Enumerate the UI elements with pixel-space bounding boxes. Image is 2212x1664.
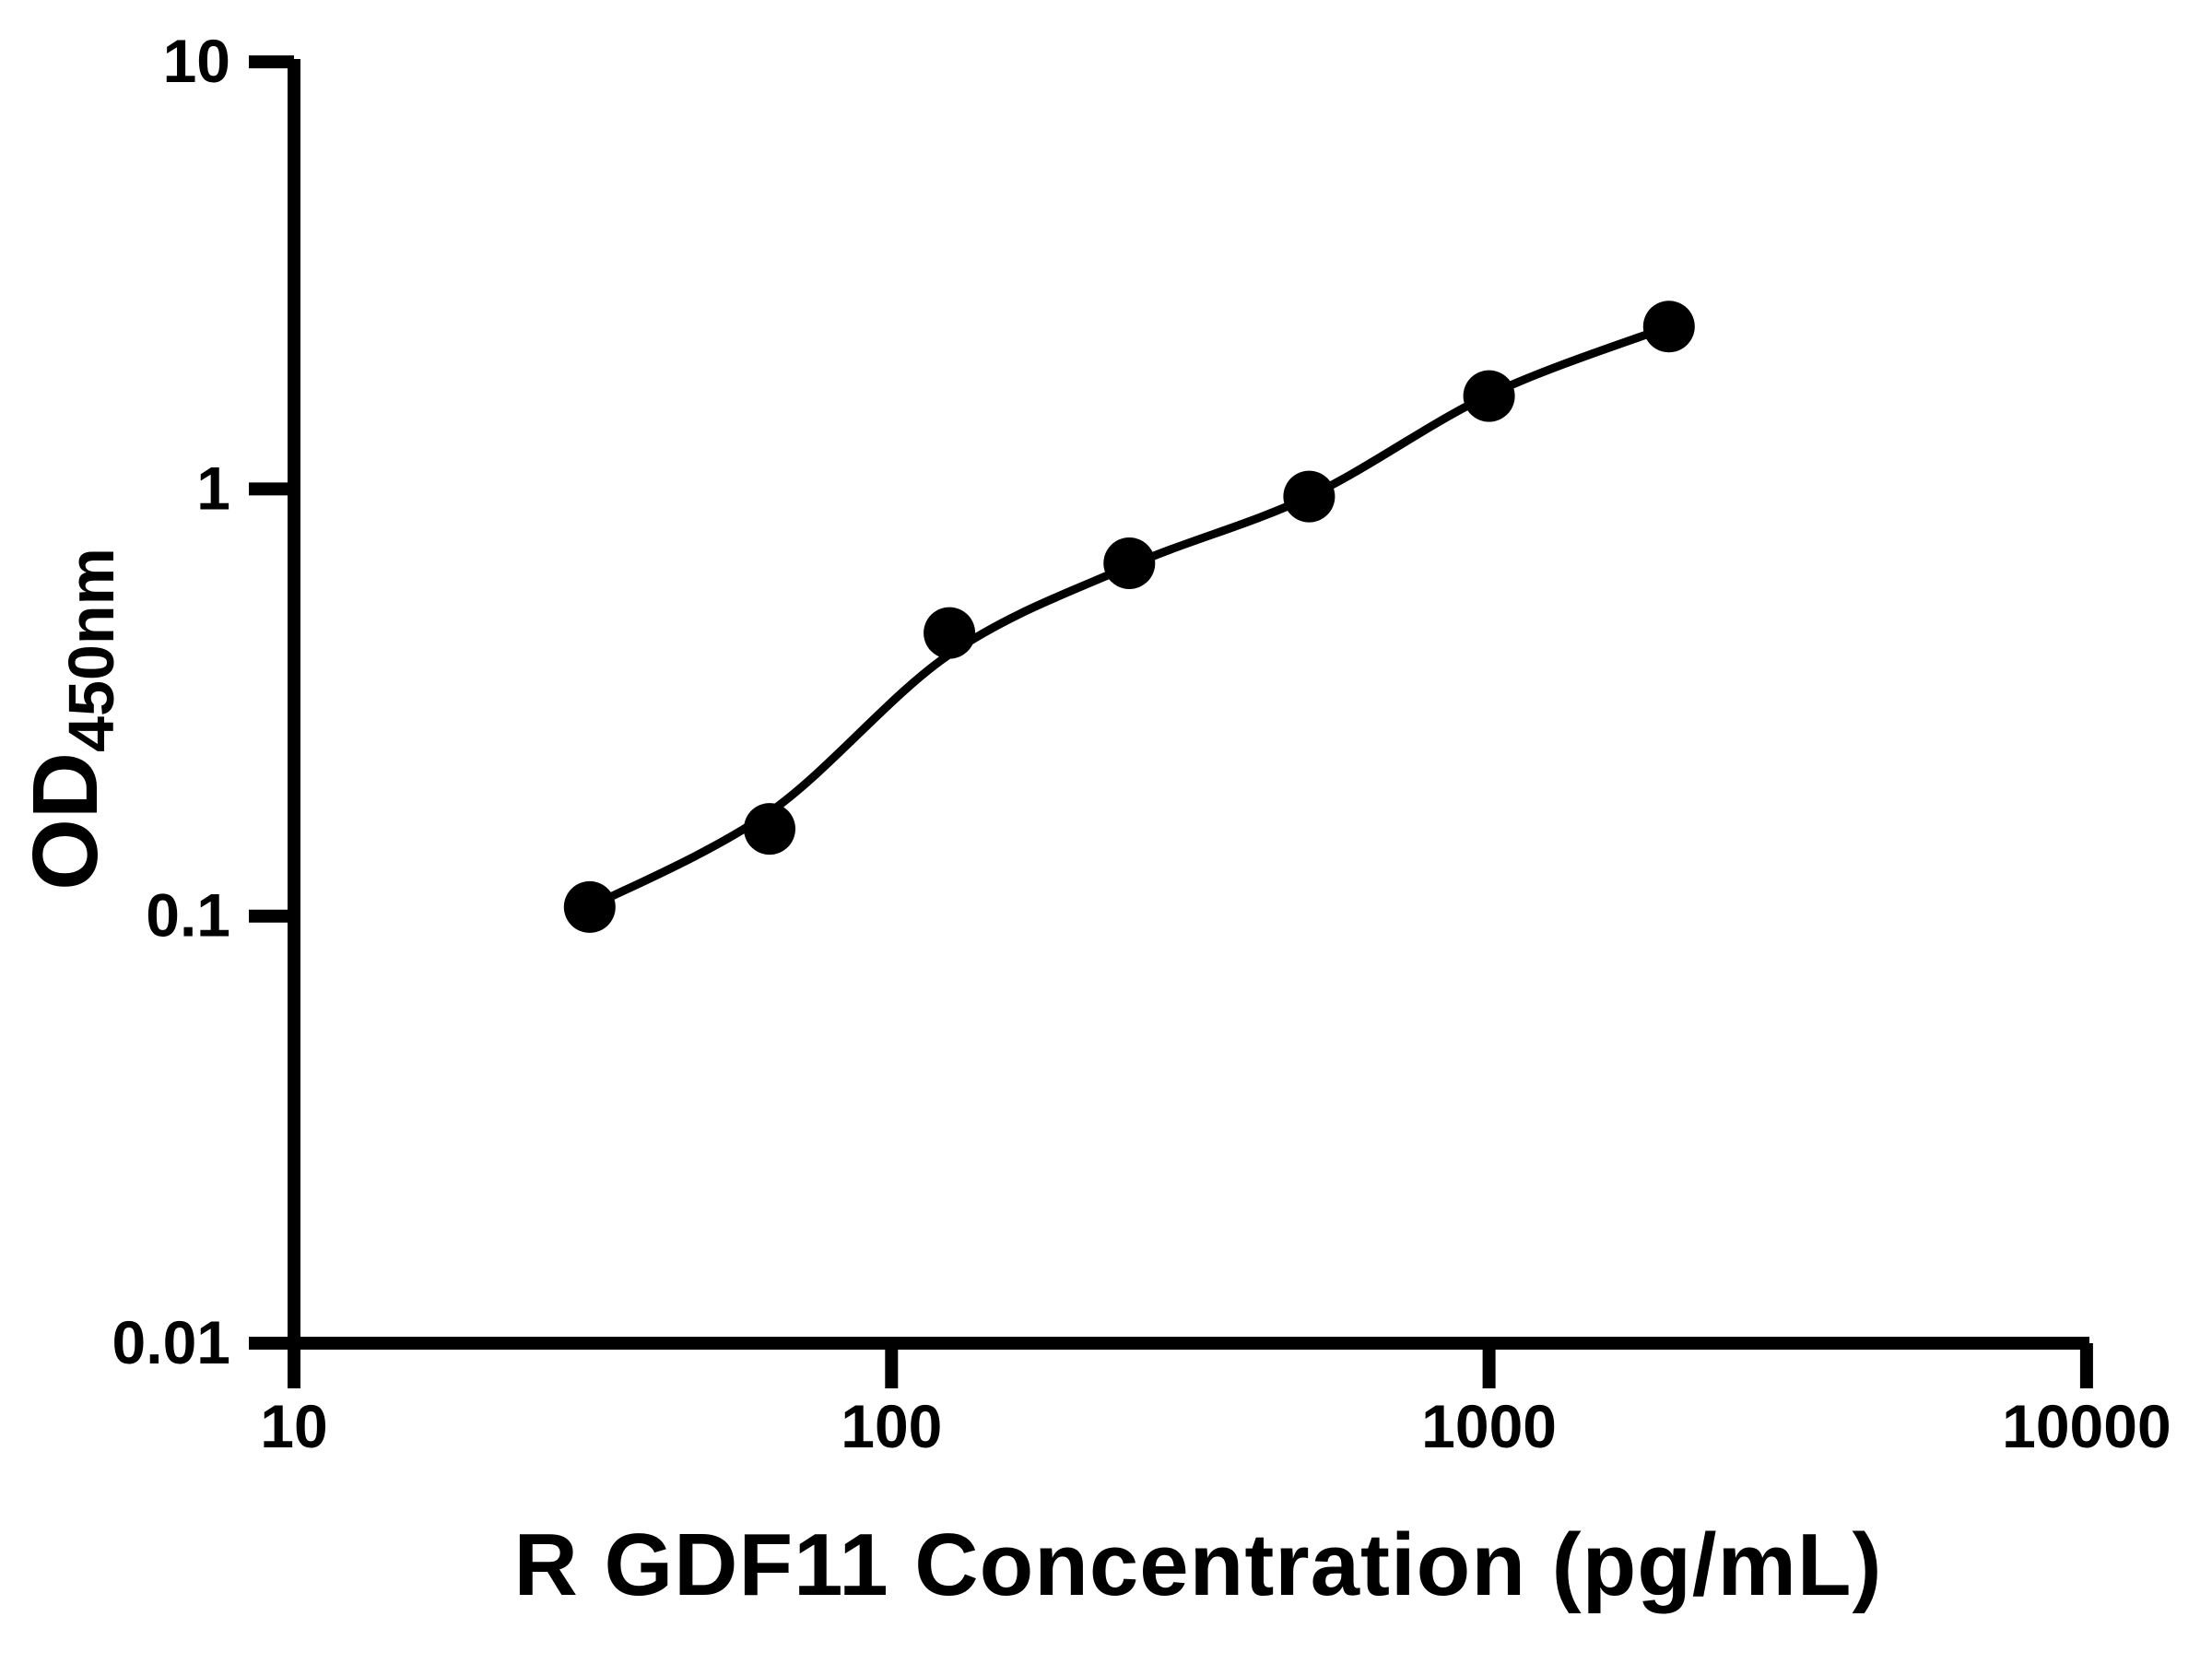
x-tick-label: 10000: [2002, 1392, 2171, 1460]
y-axis-title-subscript: 450nm: [55, 548, 127, 752]
y-tick-label: 1: [196, 454, 230, 522]
data-point-marker: [1642, 301, 1695, 353]
y-tick-label: 10: [163, 27, 230, 95]
y-tick-label: 0.01: [112, 1308, 230, 1376]
data-point-marker: [744, 803, 795, 856]
plot-series: [563, 301, 1695, 933]
y-axis-title-main: OD: [14, 752, 117, 891]
x-tick-label: 10: [260, 1392, 327, 1460]
x-tick-label: 1000: [1421, 1392, 1557, 1460]
x-axis-title: R GDF11 Concentration (pg/mL): [513, 1516, 1882, 1614]
data-point-marker: [924, 607, 976, 659]
y-tick-label: 0.1: [146, 881, 230, 950]
x-tick-label: 100: [841, 1392, 942, 1460]
axis-ticks: 10 100 1000 10000 0.01 0.1 1 10: [112, 27, 2171, 1460]
data-point-marker: [563, 880, 616, 933]
data-point-marker: [1283, 470, 1335, 523]
y-axis-title: OD450nm: [14, 548, 127, 891]
data-point-marker: [1463, 370, 1515, 422]
data-point-marker: [1103, 537, 1156, 589]
